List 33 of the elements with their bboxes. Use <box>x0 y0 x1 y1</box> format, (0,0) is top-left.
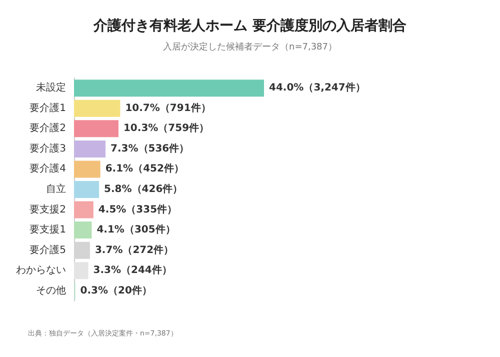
bar <box>74 201 94 218</box>
bar <box>74 80 264 97</box>
data-label: 6.1%（452件） <box>105 162 184 175</box>
y-tick-label: 要介護1 <box>30 102 66 114</box>
bar <box>74 262 88 280</box>
y-tick-label: 要支援2 <box>30 203 66 216</box>
y-tick-label: 未設定 <box>36 82 66 94</box>
bar <box>74 100 120 117</box>
data-label: 3.3%（244件） <box>93 264 172 276</box>
data-label: 7.3%（536件） <box>110 142 190 154</box>
data-label: 4.5%（335件） <box>98 203 178 216</box>
y-tick-label: 要支援1 <box>30 224 66 236</box>
data-label: 4.1%（305件） <box>96 224 176 236</box>
data-label: 3.7%（272件） <box>94 244 174 256</box>
y-tick-label: 自立 <box>46 183 66 195</box>
data-label: 10.7%（791件） <box>125 102 211 114</box>
y-tick-label: 要介護3 <box>30 142 66 154</box>
y-tick-label: 要介護2 <box>30 122 66 134</box>
chart-title: 介護付き有料老人ホーム 要介護度別の入居者割合 <box>92 17 406 34</box>
bar <box>74 181 100 198</box>
y-tick-label: その他 <box>36 284 66 296</box>
bar <box>74 160 100 178</box>
bar <box>74 140 106 158</box>
data-label: 5.8%（426件） <box>104 183 183 195</box>
data-label: 44.0%（3,247件） <box>269 82 366 94</box>
chart-subtitle: 入居が決定した候補者データ（n=7,387） <box>162 42 338 52</box>
data-label: 10.3%（759件） <box>123 122 210 134</box>
bar <box>74 222 92 239</box>
y-tick-label: 要介護5 <box>30 244 66 256</box>
bar <box>74 120 118 138</box>
data-label: 0.3%（20件） <box>80 284 152 296</box>
y-tick-label: 要介護4 <box>30 162 66 175</box>
y-tick-label: わからない <box>16 265 66 276</box>
